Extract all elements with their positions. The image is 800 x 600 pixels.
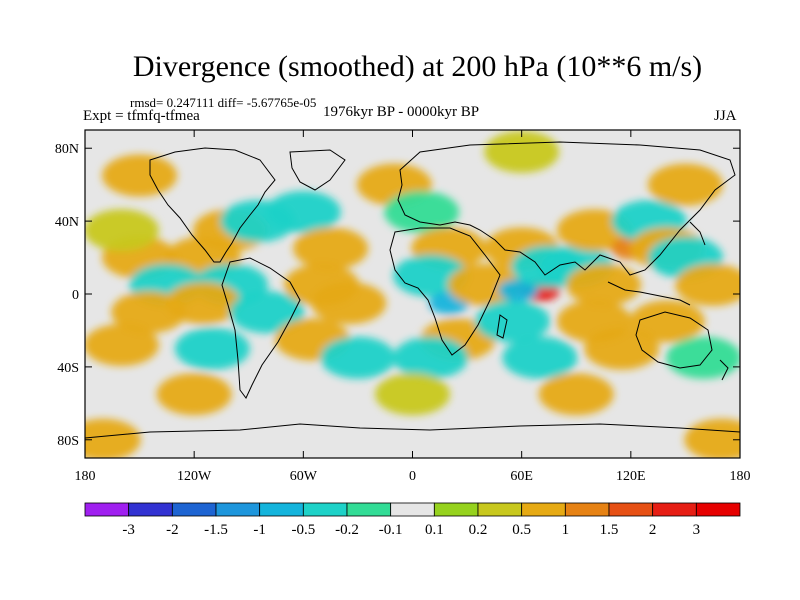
lat-tick-label: 40N [55,215,79,230]
coast-antarctica [85,423,740,439]
lon-tick-label: 60E [510,469,533,484]
colorbar-label: 3 [693,522,701,538]
colorbar-swatch [84,502,130,517]
colorbar-label: -3 [122,522,135,538]
field-blob [311,282,387,325]
colorbar-swatch [521,502,566,517]
colorbar-label: 1 [562,522,570,538]
divergence-field [85,130,740,458]
field-blob [265,191,341,233]
field-blob [584,327,660,370]
field-blob [384,191,460,233]
lat-tick-label: 80S [57,434,79,449]
lon-tick-label: 180 [730,469,751,484]
coast-greenland [289,149,346,191]
colorbar-label: -0.1 [379,522,403,538]
coast-africa [389,227,501,356]
field-blob [498,279,539,302]
colorbar: -3 -2 -1.5 -1 -0.5 -0.2 -0.1 0.1 0.2 0.5 1 1.5 2 3 [84,502,741,538]
latitude-ticks: 80N 40N 0 40S 80S [55,142,740,449]
colorbar-swatch [390,502,435,517]
season-label: JJA [714,108,737,124]
lon-tick-label: 120W [177,469,212,484]
coast-indonesia [607,281,691,306]
field-blob [684,418,740,458]
lon-tick-label: 120E [616,469,646,484]
colorbar-label: -0.5 [291,522,315,538]
coast-japan [689,221,706,246]
field-blob [102,154,178,197]
field-blob [675,263,740,306]
stats-line: rmsd= 0.247111 diff= -5.67765e-05 [130,95,317,110]
longitude-ticks: 180 120W 60W 0 60E 120E 180 [75,130,751,484]
lon-tick-label: 60W [290,469,318,484]
coast-north-america [149,147,276,263]
colorbar-swatch [346,502,392,517]
colorbar-label: 0.2 [469,522,488,538]
field-blob [85,209,159,252]
coast-australia [635,311,713,369]
coast-south-america [221,257,301,399]
colorbar-label: -1 [253,522,266,538]
period-label: 1976kyr BP - 0000kyr BP [323,104,480,120]
lat-tick-label: 40S [57,361,79,376]
field-blob [538,373,614,416]
colorbar-swatch [215,502,261,517]
field-blob [165,282,241,325]
field-blob [320,336,396,379]
lat-tick-label: 0 [72,288,79,303]
field-blob [502,336,578,379]
field-blob [629,300,705,343]
colorbar-label: -1.5 [204,522,228,538]
coast-eurasia [397,141,736,276]
field-blob [85,324,159,367]
field-blob [484,130,560,173]
colorbar-swatch [608,502,654,517]
colorbar-label: -2 [166,522,179,538]
field-blob [566,263,642,306]
colorbar-swatch [652,502,697,517]
colorbar-swatch [477,502,523,517]
colorbar-label: 1.5 [600,522,619,538]
field-blob [647,163,723,206]
field-blob [375,373,450,416]
colorbar-swatch [171,502,217,517]
lat-tick-label: 80N [55,142,79,157]
field-blob [666,336,740,379]
colorbar-swatch [128,502,173,517]
colorbar-swatch [259,502,304,517]
lon-tick-label: 0 [409,469,416,484]
experiment-label: Expt = tfmfq-tfmea [83,108,200,124]
coast-new-zealand [719,359,729,381]
colorbar-label: 0.1 [425,522,444,538]
field-blob [156,373,232,416]
colorbar-swatch [302,502,348,517]
colorbar-swatch [433,502,479,517]
field-blob [174,327,250,370]
field-blob [229,291,305,334]
lon-tick-label: 180 [75,469,96,484]
colorbar-label: 2 [649,522,657,538]
colorbar-swatch [564,502,610,517]
colorbar-label: 0.5 [512,522,531,538]
field-blob [393,336,469,379]
field-blob [85,418,141,458]
plot-title: Divergence (smoothed) at 200 hPa (10**6 … [132,50,703,83]
coastlines [85,141,740,439]
field-blob [293,227,369,270]
colorbar-swatch [695,502,741,517]
coast-madagascar [496,314,508,339]
field-blob [475,300,551,343]
colorbar-label: -0.2 [335,522,359,538]
